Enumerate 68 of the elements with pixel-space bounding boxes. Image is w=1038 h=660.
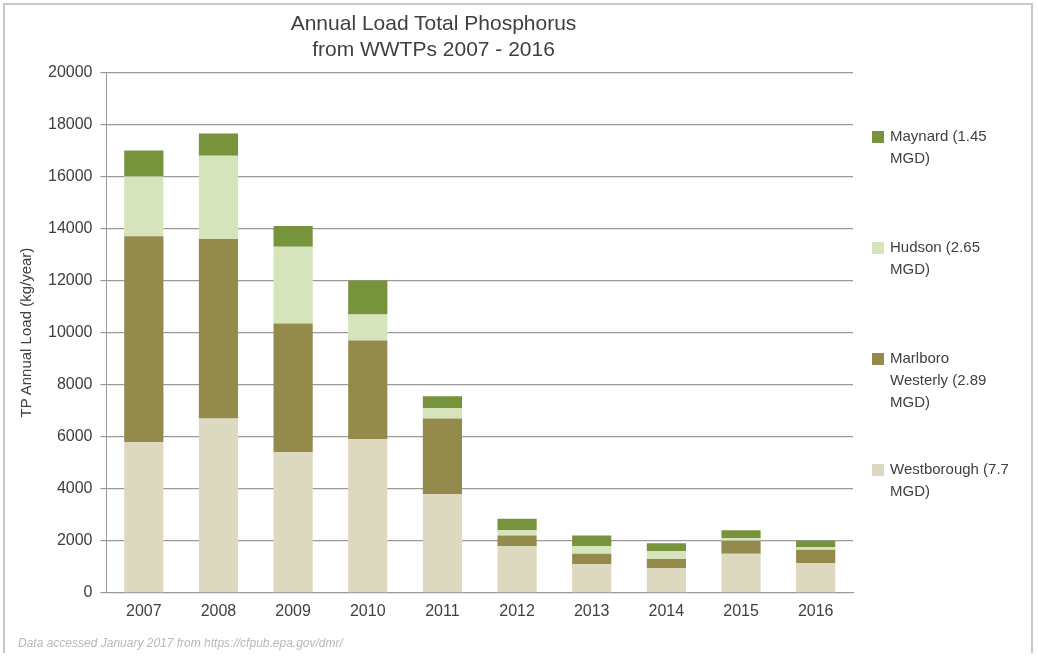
- bar: [572, 535, 612, 546]
- bar: [646, 558, 686, 569]
- bar: [572, 545, 612, 554]
- x-tick-label: 2012: [499, 601, 535, 619]
- bar: [646, 568, 686, 593]
- y-tick-label: 16000: [47, 166, 93, 184]
- x-tick-label: 2007: [126, 601, 162, 619]
- bar: [796, 547, 836, 550]
- x-tick-label: 2010: [349, 601, 386, 619]
- bar: [646, 543, 686, 552]
- bar: [273, 246, 313, 324]
- bar: [497, 545, 537, 593]
- bar: [348, 439, 388, 593]
- x-tick-label: 2013: [573, 601, 610, 619]
- bar: [422, 418, 463, 494]
- y-tick-label: 4000: [56, 479, 93, 497]
- bar: [721, 530, 761, 539]
- bar: [198, 238, 239, 419]
- bar: [721, 538, 761, 541]
- bar: [422, 408, 463, 419]
- legend-label: Hudson (2.65 MGD): [890, 237, 982, 279]
- bar: [348, 340, 388, 440]
- bar: [124, 150, 164, 177]
- bar: [124, 236, 164, 442]
- bar: [273, 323, 313, 453]
- bar: [796, 562, 836, 593]
- bar: [124, 176, 164, 237]
- bar: [198, 418, 239, 593]
- y-tick-label: 10000: [47, 323, 93, 341]
- bar: [124, 441, 164, 593]
- y-tick-label: 20000: [47, 62, 93, 80]
- text: Data accessed January 2017 from https://cfpub.epa.gov/dmr/: [18, 636, 343, 650]
- x-tick-label: 2009: [275, 601, 312, 619]
- bar: [198, 155, 239, 239]
- bar: [721, 553, 761, 593]
- bar: [572, 553, 612, 565]
- bar: [273, 225, 313, 247]
- y-tick-label: 18000: [47, 114, 93, 132]
- y-tick-label: 6000: [56, 427, 93, 445]
- x-tick-label: 2016: [797, 601, 834, 619]
- bar: [572, 564, 612, 593]
- x-tick-label: 2015: [723, 601, 759, 619]
- legend-label: Maynard (1.45 MGD): [890, 126, 988, 168]
- bar: [497, 535, 537, 546]
- y-tick-label: 0: [83, 583, 93, 601]
- x-tick-label: 2008: [200, 601, 237, 619]
- x-tick-label: 2011: [425, 601, 460, 619]
- bar: [497, 518, 537, 531]
- y-tick-label: 12000: [47, 270, 93, 288]
- legend-label: Marlboro Westerly (2.89 MGD): [890, 348, 988, 412]
- y-tick-label: 14000: [47, 218, 93, 236]
- x-tick-label: 2014: [648, 601, 685, 619]
- bar: [796, 549, 836, 563]
- bar: [348, 314, 388, 341]
- legend-label: Westborough (7.7 MGD): [890, 459, 1010, 501]
- chart-title: Annual Load Total Phosphorus from WWTPs 2007 - 2016: [290, 11, 577, 60]
- bar: [721, 540, 761, 554]
- bar: [422, 396, 463, 409]
- bar: [348, 280, 388, 315]
- y-axis-title: TP Annual Load (kg/year): [17, 247, 35, 418]
- bar: [273, 452, 313, 593]
- bar: [422, 493, 463, 593]
- bar: [198, 133, 239, 156]
- bar: [796, 540, 836, 548]
- y-tick-label: 2000: [56, 531, 93, 549]
- bar: [646, 551, 686, 559]
- bar: [497, 530, 537, 536]
- y-tick-label: 8000: [56, 375, 93, 393]
